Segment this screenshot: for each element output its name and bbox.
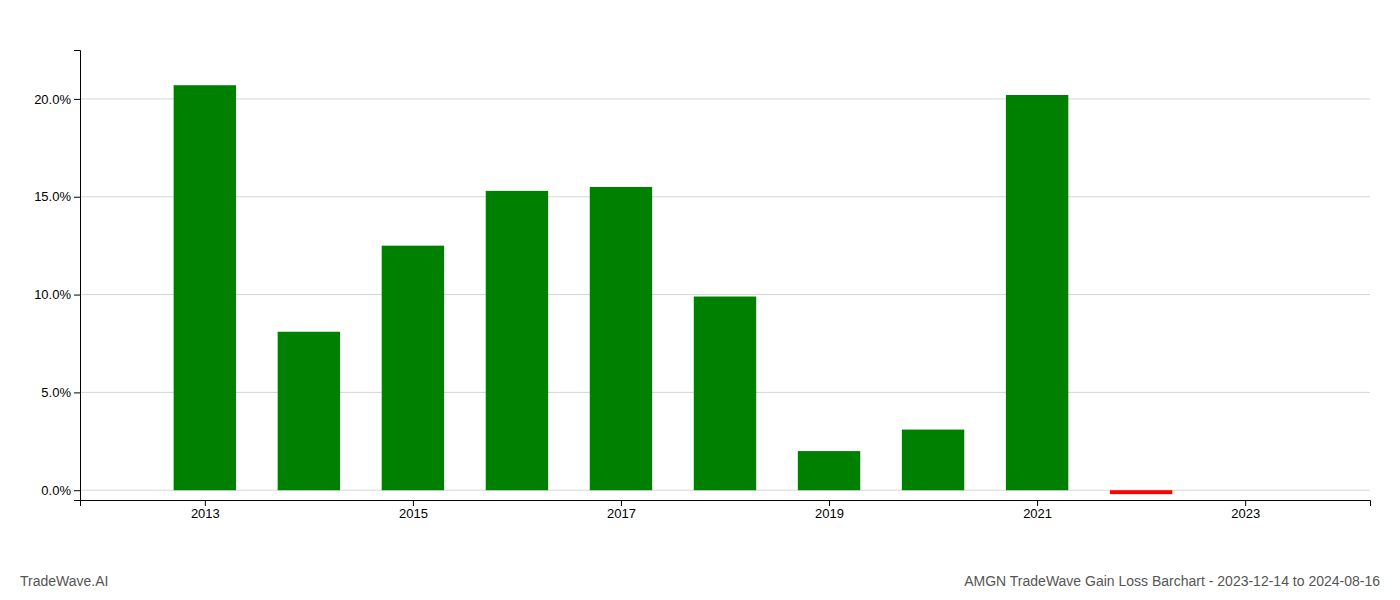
x-tick-mark (205, 500, 206, 506)
chart: 0.0%5.0%10.0%15.0%20.0%20132015201720192… (0, 0, 1400, 600)
y-tick: 0.0% (41, 483, 80, 498)
y-tick-mark (74, 295, 80, 296)
bar (1214, 490, 1276, 491)
x-tick-mark (413, 500, 414, 506)
x-tick-mark (829, 500, 830, 506)
y-tick-mark (74, 490, 80, 491)
x-tick-mark (1037, 500, 1038, 506)
y-tick: 15.0% (34, 189, 80, 204)
y-tick-mark (74, 197, 80, 198)
y-tick-mark (74, 99, 80, 100)
x-tick-label: 2013 (191, 506, 220, 521)
y-tick-label: 10.0% (34, 287, 71, 302)
y-axis-line (74, 51, 81, 501)
x-tick-label: 2021 (1023, 506, 1052, 521)
grid-line (80, 294, 1370, 295)
bar (278, 332, 340, 490)
x-tick: 2015 (399, 500, 428, 521)
grid-line (80, 196, 1370, 197)
bar (590, 187, 652, 490)
grid-line (80, 98, 1370, 99)
bar (486, 191, 548, 490)
x-tick: 2013 (191, 500, 220, 521)
bar (382, 246, 444, 491)
bar (798, 451, 860, 490)
bar (1006, 95, 1068, 490)
title: AMGN TradeWave Gain Loss Barchart - 2023… (964, 573, 1380, 589)
x-tick-label: 2019 (815, 506, 844, 521)
bar (1110, 490, 1172, 494)
y-tick: 20.0% (34, 92, 80, 107)
grid (80, 99, 1370, 490)
x-tick-mark (621, 500, 622, 506)
x-tick: 2019 (815, 500, 844, 521)
y-tick-label: 0.0% (41, 483, 71, 498)
bar (174, 85, 236, 490)
y-tick-label: 15.0% (34, 189, 71, 204)
x-tick-label: 2017 (607, 506, 636, 521)
y-tick-label: 20.0% (34, 92, 71, 107)
x-axis-line (81, 501, 1371, 507)
y-tick: 10.0% (34, 287, 80, 302)
y-tick-label: 5.0% (41, 385, 71, 400)
x-tick: 2017 (607, 500, 636, 521)
y-tick-mark (74, 392, 80, 393)
bars (174, 85, 1173, 494)
x-tick: 2021 (1023, 500, 1052, 521)
bar (902, 430, 964, 491)
x-tick-label: 2015 (399, 506, 428, 521)
x-tick: 2023 (1231, 500, 1260, 521)
y-tick: 5.0% (41, 385, 80, 400)
x-tick-mark (1245, 500, 1246, 506)
bar (694, 297, 756, 491)
x-tick-label: 2023 (1231, 506, 1260, 521)
x-axis: 2013 2015 2017 2019 2021 2023 (81, 500, 1371, 521)
annotation: TradeWave.AI (20, 573, 108, 589)
y-axis: 0.0% 5.0% 10.0% 15.0% 20.0% (34, 51, 80, 501)
